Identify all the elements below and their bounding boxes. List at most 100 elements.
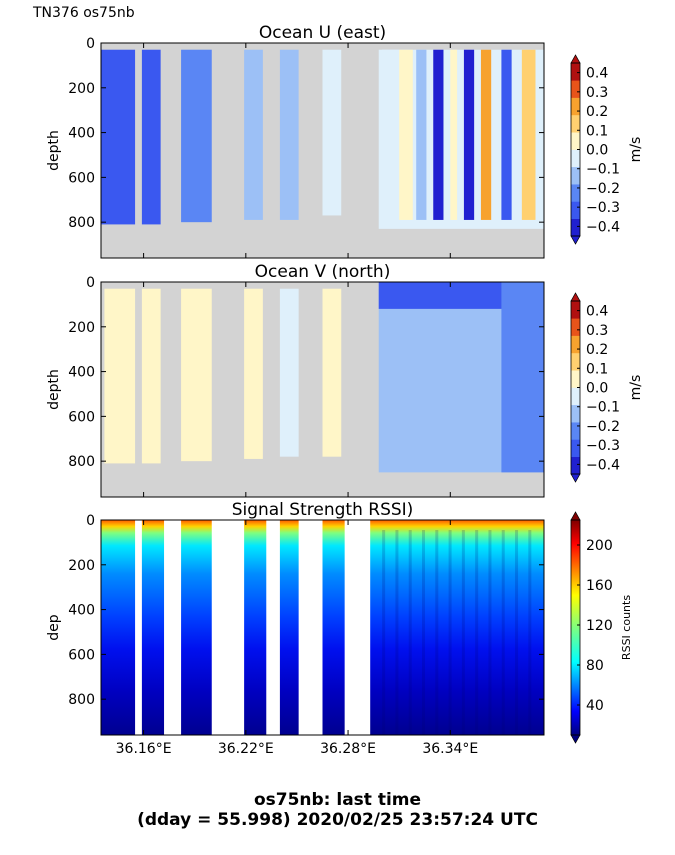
- panel-1: Ocean U (east) depth 0 200 400 600 800 −0.4 −0.3…: [46, 23, 644, 259]
- colorbar-tick-label: −0.1: [586, 400, 620, 416]
- colorbar-extend-top: [570, 511, 581, 521]
- plot-frame: [100, 519, 545, 736]
- colorbar-level-6: [571, 352, 580, 371]
- colorbar-label: m/s: [628, 375, 644, 401]
- colorbar: −0.4 −0.3 −0.2 −0.1 0.0 0.1 0.2 0.3 0.4 m/s: [570, 54, 644, 245]
- colorbar: 40 80 120 160 200 RSSI counts: [570, 511, 633, 744]
- colorbar-level-1: [571, 201, 580, 219]
- profile-6: [322, 49, 342, 216]
- colorbar-tick-label: −0.2: [586, 419, 620, 435]
- panel-title: Ocean V (north): [255, 262, 391, 282]
- x-tick-label: 36.34°E: [422, 741, 478, 757]
- current-streak-2: [399, 49, 413, 220]
- y-axis-label: depth: [46, 130, 62, 171]
- colorbar-tick-label: −0.3: [586, 200, 620, 216]
- colorbar-gradient: [571, 520, 580, 735]
- colorbar-level-2: [571, 184, 580, 202]
- x-tick-label: 36.28°E: [320, 741, 376, 757]
- rssi-streak-9: [488, 530, 492, 735]
- colorbar-level-3: [571, 404, 580, 423]
- y-tick-label: 200: [68, 558, 95, 574]
- y-axis-label: depth: [46, 369, 62, 410]
- y-tick-label: 0: [86, 513, 95, 529]
- profile-1: [101, 49, 136, 225]
- x-tick-label: 36.22°E: [218, 741, 274, 757]
- y-tick-label: 0: [86, 275, 95, 291]
- colorbar-level-1: [571, 439, 580, 457]
- colorbar-level-8: [571, 80, 580, 98]
- colorbar-tick-label: −0.3: [586, 438, 620, 454]
- current-streak-7: [480, 49, 492, 220]
- profile-2: [141, 49, 161, 225]
- colorbar-level-9: [571, 63, 580, 81]
- rssi-streak-10: [501, 530, 505, 735]
- colorbar-tick-label: 0.0: [586, 143, 608, 159]
- rssi-streak-4: [422, 530, 426, 735]
- panel-3: Signal Strength RSSI) dep 0 200 400 600 800 36.…: [46, 500, 633, 757]
- colorbar-level-7: [571, 97, 580, 116]
- colorbar-extend-top: [570, 54, 581, 64]
- rssi-streak-6: [448, 530, 452, 735]
- colorbar-tick-label: 200: [586, 538, 613, 554]
- rssi-streak-2: [395, 530, 399, 735]
- profile-4: [244, 288, 263, 459]
- colorbar-level-3: [571, 166, 580, 185]
- y-tick-label: 600: [68, 647, 95, 663]
- y-tick-label: 600: [68, 170, 95, 186]
- footer-line-1: os75nb: last time: [253, 790, 422, 810]
- current-streak-9: [521, 49, 536, 220]
- y-tick-label: 600: [68, 409, 95, 425]
- east-band: [501, 282, 544, 473]
- profile-5: [279, 520, 299, 735]
- profile-3: [181, 520, 212, 735]
- profile-5: [279, 49, 299, 220]
- profile-4: [244, 520, 267, 735]
- colorbar-level-8: [571, 318, 580, 336]
- profile-1: [104, 288, 136, 464]
- colorbar-label: RSSI counts: [620, 595, 633, 660]
- rssi-streak-7: [461, 530, 465, 735]
- y-tick-label: 400: [68, 603, 95, 619]
- current-streak-1: [382, 49, 400, 220]
- colorbar-label: m/s: [628, 137, 644, 163]
- rssi-streak-8: [475, 530, 479, 735]
- rssi-streak-11: [515, 530, 519, 735]
- colorbar-tick-label: 0.3: [586, 323, 608, 339]
- profile-3: [181, 49, 212, 223]
- current-streak-3: [416, 49, 427, 220]
- plot-frame: [100, 281, 545, 498]
- colorbar-tick-label: −0.2: [586, 181, 620, 197]
- colorbar-level-4: [571, 387, 580, 406]
- y-axis-label: dep: [46, 614, 62, 641]
- colorbar-level-0: [571, 218, 580, 237]
- colorbar-level-6: [571, 114, 580, 133]
- current-streak-4: [433, 49, 444, 220]
- panel-title: Signal Strength RSSI): [232, 500, 414, 520]
- profile-3: [181, 288, 212, 462]
- profile-1: [101, 520, 136, 735]
- colorbar-extend-bottom: [570, 235, 581, 245]
- current-streak-8: [501, 49, 512, 220]
- profile-6: [322, 288, 342, 457]
- y-tick-label: 800: [68, 454, 95, 470]
- current-streak-6: [463, 49, 475, 220]
- colorbar-tick-label: −0.4: [586, 219, 620, 235]
- cruise-label: TN376 os75nb: [32, 5, 135, 21]
- colorbar-tick-label: 0.4: [586, 304, 608, 320]
- plot-frame: [100, 42, 545, 259]
- colorbar-tick-label: 0.3: [586, 85, 608, 101]
- colorbar-tick-label: −0.4: [586, 457, 620, 473]
- colorbar-extend-bottom: [570, 473, 581, 483]
- rssi-streak-5: [435, 530, 439, 735]
- rssi-streak-3: [408, 530, 412, 735]
- colorbar-extend-top: [570, 292, 581, 302]
- y-tick-label: 400: [68, 126, 95, 142]
- colorbar-level-0: [571, 456, 580, 475]
- colorbar-tick-label: −0.1: [586, 162, 620, 178]
- profile-6: [322, 520, 345, 735]
- y-tick-label: 200: [68, 320, 95, 336]
- figure-footer: os75nb: last time (dday = 55.998) 2020/0…: [0, 790, 675, 830]
- rssi-streak-12: [528, 530, 532, 735]
